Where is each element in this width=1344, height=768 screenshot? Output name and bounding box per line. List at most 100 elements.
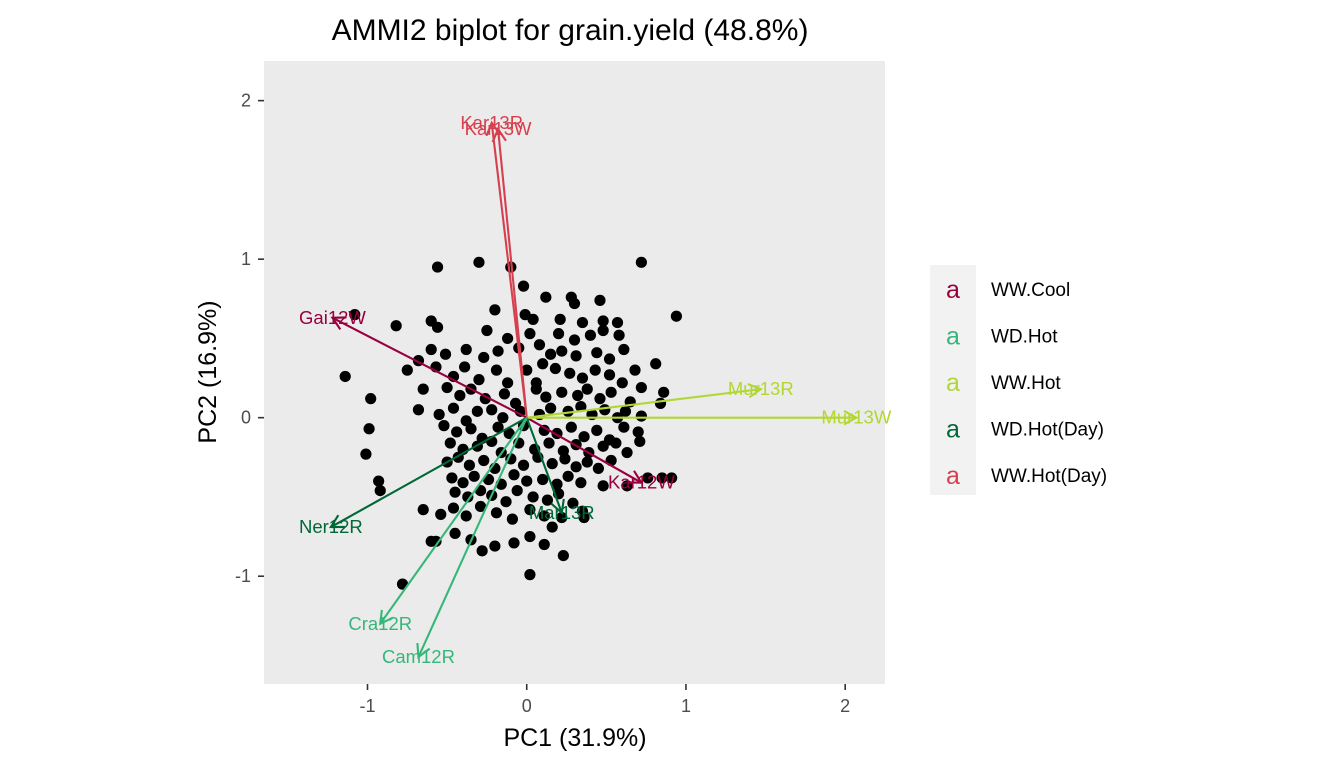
- genotype-point: [374, 485, 386, 497]
- genotype-point: [610, 437, 622, 449]
- genotype-point: [654, 397, 667, 410]
- genotype-point: [454, 389, 466, 402]
- genotype-point: [538, 510, 550, 522]
- genotype-point: [556, 511, 568, 524]
- genotype-point: [524, 504, 536, 516]
- y-tick-label: 2: [241, 91, 251, 111]
- genotype-point: [616, 377, 628, 389]
- genotype-point: [632, 426, 644, 438]
- x-axis-title: PC1 (31.9%): [503, 724, 646, 752]
- genotype-point: [540, 291, 552, 303]
- genotype-point: [497, 412, 509, 424]
- env-vector-line: [330, 416, 528, 528]
- genotype-point: [417, 383, 429, 395]
- genotype-point: [492, 345, 504, 357]
- genotype-point: [481, 324, 493, 337]
- genotype-point: [592, 462, 604, 475]
- genotype-point: [417, 504, 429, 516]
- genotype-point: [476, 545, 488, 557]
- genotype-point: [537, 358, 549, 370]
- legend-label: WW.Hot: [991, 373, 1061, 394]
- genotype-point: [599, 404, 611, 416]
- genotype-point: [565, 421, 577, 433]
- legend-label: WD.Hot(Day): [991, 420, 1104, 441]
- env-vector-arrowhead: [491, 126, 507, 143]
- genotype-point: [594, 294, 606, 306]
- genotype-point: [629, 364, 641, 376]
- genotype-point: [505, 453, 517, 465]
- env-vector-line: [497, 129, 528, 418]
- genotype-point: [339, 370, 351, 383]
- env-label: Ner12R: [299, 516, 363, 537]
- genotype-point: [635, 256, 647, 268]
- genotype-point: [584, 329, 597, 341]
- genotype-point: [556, 345, 568, 357]
- genotype-point: [517, 459, 530, 471]
- genotype-point: [541, 494, 554, 506]
- env-vector-arrowhead: [378, 609, 394, 626]
- env-vector-line: [525, 417, 563, 514]
- genotype-point: [451, 426, 463, 438]
- y-tick-label: 1: [241, 249, 251, 269]
- y-axis-title: PC2 (16.9%): [194, 300, 222, 443]
- genotype-point: [349, 309, 361, 321]
- env-vector-arrowhead: [550, 498, 565, 515]
- genotype-point: [581, 383, 593, 395]
- genotype-point: [425, 535, 437, 547]
- y-tick-label: 0: [241, 408, 251, 428]
- genotype-point: [611, 316, 624, 329]
- x-tick-label: 2: [840, 696, 850, 716]
- legend: a WW.Cool a WD.Hot a WW.Hot a WD.Hot(Day) a WW.Ho…: [930, 265, 1107, 495]
- genotype-point: [460, 343, 472, 356]
- env-label: Cam12R: [382, 646, 455, 667]
- genotype-point: [642, 472, 654, 484]
- genotype-point: [503, 427, 515, 440]
- env-label: Kar12W: [608, 472, 675, 493]
- legend-key: a: [946, 416, 960, 444]
- genotype-point: [570, 350, 582, 362]
- genotype-point: [635, 410, 647, 422]
- genotype-point: [591, 424, 603, 436]
- env-vector-line: [417, 417, 528, 658]
- genotype-point: [576, 372, 589, 384]
- genotype-point: [465, 423, 477, 435]
- genotype-point: [597, 480, 609, 492]
- genotype-point: [521, 364, 533, 376]
- genotype-point: [543, 437, 555, 449]
- genotype-point: [576, 316, 589, 329]
- env-vector-line: [526, 388, 761, 419]
- genotype-point: [431, 261, 444, 273]
- genotype-point: [552, 328, 565, 340]
- genotype-point: [447, 402, 460, 414]
- genotype-point: [603, 353, 616, 365]
- genotype-point: [433, 408, 445, 421]
- genotype-point: [546, 521, 558, 533]
- env-label: Mur13W: [821, 407, 891, 428]
- genotype-point: [508, 537, 520, 549]
- genotype-point: [506, 513, 518, 525]
- x-tick-label: 0: [522, 696, 532, 716]
- genotype-point: [500, 496, 512, 508]
- genotype-point: [537, 473, 549, 486]
- genotype-point: [527, 491, 539, 503]
- genotype-point: [594, 393, 606, 405]
- genotype-point: [564, 367, 576, 379]
- env-vector-line: [379, 417, 528, 625]
- genotype-point: [618, 421, 630, 433]
- genotype-point: [567, 497, 579, 509]
- genotype-point: [474, 500, 487, 513]
- legend-key: a: [946, 323, 960, 351]
- y-axis: -1 0 1 2: [235, 91, 264, 586]
- genotype-point: [486, 404, 498, 416]
- genotype-point: [621, 446, 633, 459]
- genotype-point: [390, 320, 402, 332]
- genotype-point: [521, 475, 533, 487]
- genotype-point: [603, 369, 616, 381]
- genotype-point: [597, 440, 609, 452]
- legend-label: WW.Cool: [991, 280, 1070, 301]
- x-tick-label: -1: [359, 696, 375, 716]
- genotype-point: [460, 510, 472, 522]
- env-vector-line: [331, 316, 528, 419]
- genotype-point: [524, 569, 536, 581]
